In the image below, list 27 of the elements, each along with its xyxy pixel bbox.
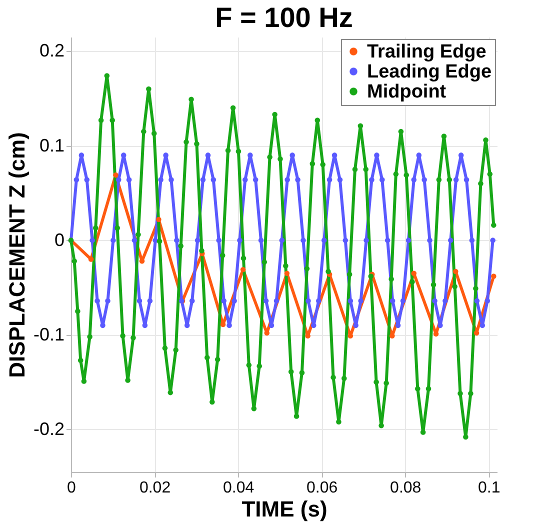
point bbox=[453, 268, 458, 274]
point bbox=[156, 216, 162, 222]
point bbox=[474, 330, 480, 336]
point bbox=[284, 270, 290, 276]
y-axis-title: DISPLACEMENT Z (cm) bbox=[4, 132, 30, 378]
point bbox=[390, 333, 395, 338]
legend-label: Trailing Edge bbox=[367, 42, 486, 62]
x-tick-label: 0.06 bbox=[306, 480, 338, 496]
point bbox=[491, 274, 496, 279]
x-tick-label: 0 bbox=[67, 480, 76, 496]
legend-label: Midpoint bbox=[367, 82, 447, 102]
y-tick-label: 0 bbox=[54, 230, 64, 250]
x-tick-label: 0.08 bbox=[390, 480, 422, 496]
x-tick-label: 0.1 bbox=[478, 480, 500, 496]
legend-label: Leading Edge bbox=[367, 62, 492, 82]
y-tick-label: 0.2 bbox=[39, 40, 64, 61]
y-tick-label: -0.1 bbox=[33, 324, 64, 344]
chart-title: F = 100 Hz bbox=[215, 2, 353, 33]
point bbox=[113, 172, 118, 178]
y-tick-label: -0.2 bbox=[33, 418, 64, 439]
point bbox=[411, 270, 417, 276]
point bbox=[240, 266, 246, 272]
point bbox=[88, 256, 94, 262]
x-tick-label: 0.02 bbox=[139, 480, 171, 496]
x-tick-label: 0.04 bbox=[222, 480, 254, 496]
x-axis-title: TIME (s) bbox=[242, 496, 328, 522]
y-tick-label: 0.1 bbox=[39, 135, 64, 156]
